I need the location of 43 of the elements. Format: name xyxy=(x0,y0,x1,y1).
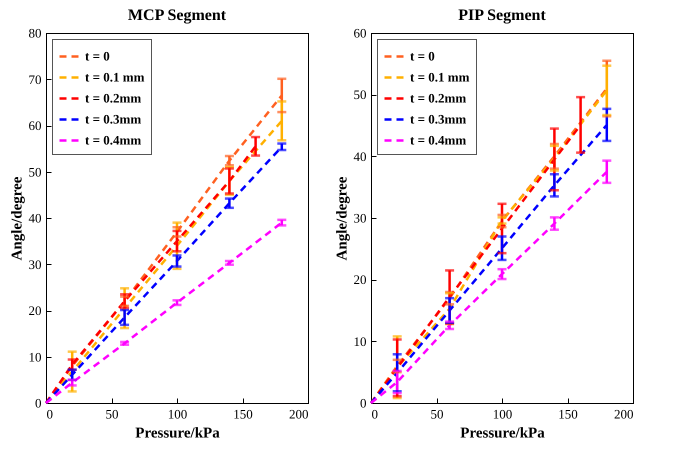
chart-title: PIP Segment xyxy=(458,7,546,24)
x-tick-label: 100 xyxy=(492,406,512,422)
legend-label: t = 0 xyxy=(410,48,435,64)
x-tick-label: 50 xyxy=(430,406,444,422)
legend-label: t = 0 xyxy=(85,48,110,64)
x-tick-label: 0 xyxy=(372,406,378,422)
chart-title: MCP Segment xyxy=(128,7,227,24)
x-axis-title: Pressure/kPa xyxy=(135,426,220,442)
x-tick-label: 200 xyxy=(289,406,308,422)
y-tick-label: 20 xyxy=(28,303,42,318)
legend-label: t = 0.2mm xyxy=(410,90,466,106)
y-tick-label: 30 xyxy=(28,256,42,272)
legend-label: t = 0.1 mm xyxy=(410,70,470,84)
legend-label: t = 0.3mm xyxy=(85,112,142,126)
y-tick-label: 0 xyxy=(360,396,366,410)
y-tick-label: 60 xyxy=(354,26,366,40)
legend-label: t = 0.3mm xyxy=(410,112,466,126)
x-tick-label: 0 xyxy=(46,406,53,422)
legend-label: t = 0.2mm xyxy=(85,90,142,106)
x-tick-label: 200 xyxy=(614,406,634,422)
y-tick-label: 10 xyxy=(354,334,366,349)
y-tick-label: 50 xyxy=(354,87,366,102)
x-tick-label: 50 xyxy=(106,406,118,422)
legend-label: t = 0.4mm xyxy=(410,132,466,148)
y-tick-label: 50 xyxy=(28,164,42,180)
x-axis-title: Pressure/kPa xyxy=(460,426,546,442)
y-tick-label: 0 xyxy=(35,396,42,410)
y-tick-label: 70 xyxy=(28,72,42,87)
x-tick-label: 100 xyxy=(168,406,188,422)
x-tick-label: 150 xyxy=(233,406,253,422)
y-tick-label: 20 xyxy=(354,272,366,288)
y-tick-label: 10 xyxy=(28,349,42,364)
x-tick-label: 150 xyxy=(558,406,578,422)
y-tick-label: 40 xyxy=(354,148,366,164)
legend-label: t = 0.1 mm xyxy=(85,70,145,84)
y-axis-title: Angle/degree xyxy=(334,176,350,260)
y-tick-label: 40 xyxy=(28,210,42,226)
y-tick-label: 30 xyxy=(354,210,366,226)
y-tick-label: 80 xyxy=(28,26,42,40)
y-axis-title: Angle/degree xyxy=(10,176,26,260)
line-series xyxy=(44,221,284,404)
legend-label: t = 0.4mm xyxy=(85,132,142,148)
y-tick-label: 60 xyxy=(28,118,42,133)
